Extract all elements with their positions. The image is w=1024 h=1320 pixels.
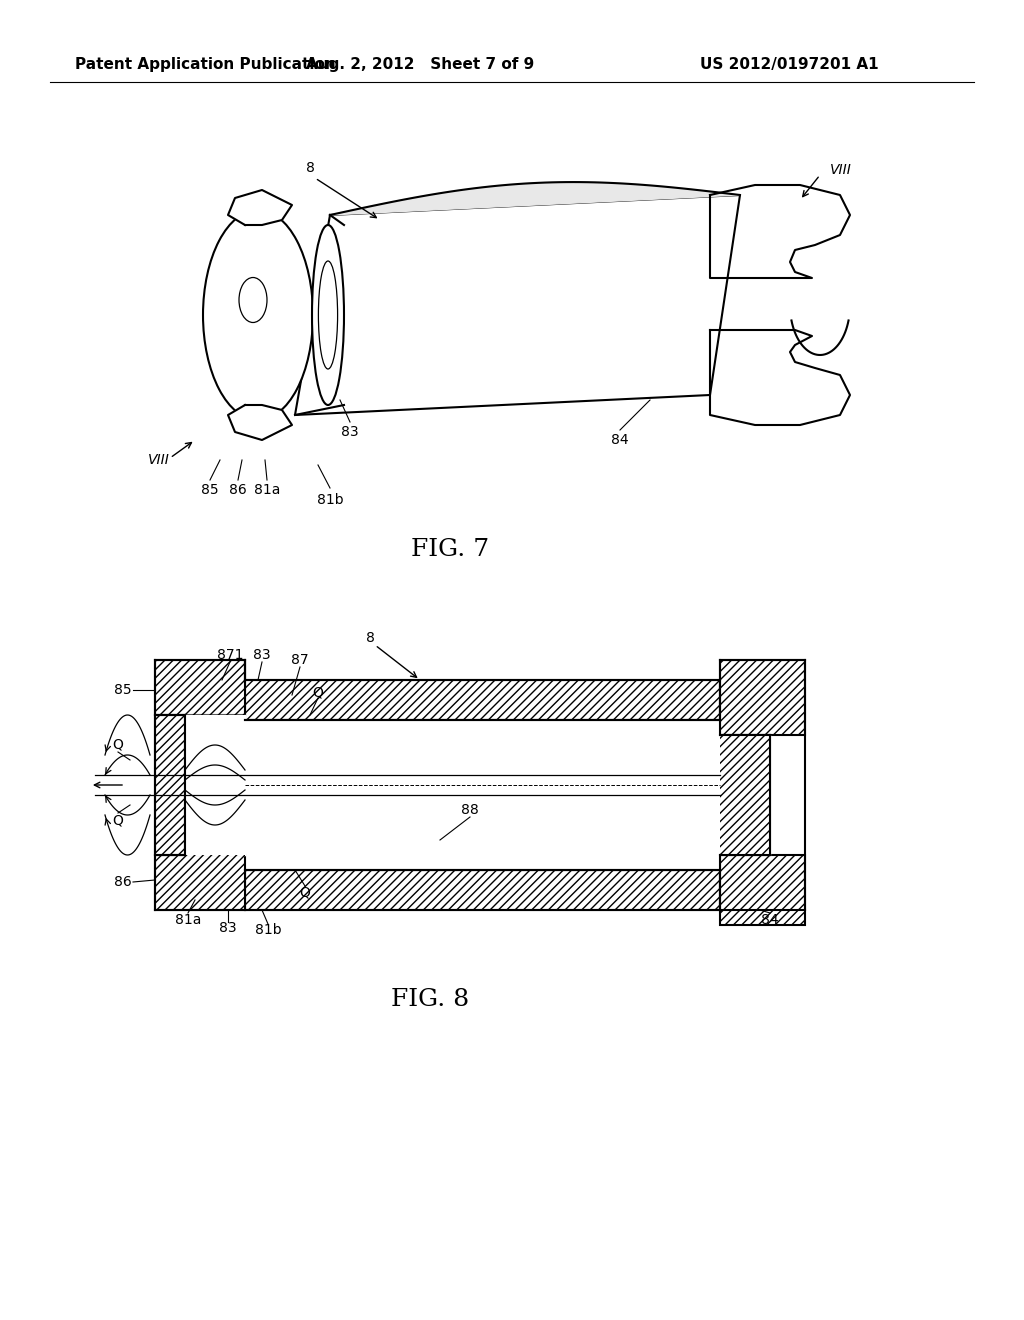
Text: Q: Q: [312, 685, 324, 700]
Text: Aug. 2, 2012   Sheet 7 of 9: Aug. 2, 2012 Sheet 7 of 9: [306, 58, 535, 73]
Text: 81a: 81a: [254, 483, 281, 498]
Text: 871: 871: [217, 648, 244, 663]
Text: 84: 84: [611, 433, 629, 447]
Text: 88: 88: [461, 803, 479, 817]
Text: 81a: 81a: [175, 913, 201, 927]
Text: 81b: 81b: [316, 492, 343, 507]
Text: US 2012/0197201 A1: US 2012/0197201 A1: [700, 58, 879, 73]
Polygon shape: [185, 715, 245, 855]
Ellipse shape: [239, 277, 267, 322]
Polygon shape: [295, 195, 740, 414]
Text: 87: 87: [291, 653, 309, 667]
Bar: [155, 660, 245, 715]
Polygon shape: [185, 715, 245, 855]
Bar: [155, 715, 185, 855]
Text: Patent Application Publication: Patent Application Publication: [75, 58, 336, 73]
Text: Q: Q: [300, 884, 310, 899]
Text: 84: 84: [761, 913, 779, 927]
Ellipse shape: [312, 224, 344, 405]
Bar: [720, 855, 805, 925]
Bar: [720, 660, 805, 735]
Text: 8: 8: [305, 161, 314, 176]
Bar: [245, 680, 720, 719]
Text: 83: 83: [219, 921, 237, 935]
Ellipse shape: [318, 261, 338, 370]
Bar: [245, 870, 720, 909]
Text: 85: 85: [115, 682, 132, 697]
Bar: [155, 855, 245, 909]
Bar: [720, 735, 770, 855]
Bar: [245, 870, 720, 909]
Polygon shape: [710, 330, 850, 425]
Bar: [720, 660, 805, 735]
Bar: [155, 855, 245, 909]
Polygon shape: [330, 182, 740, 215]
Text: 86: 86: [229, 483, 247, 498]
Ellipse shape: [203, 210, 313, 420]
Bar: [720, 855, 805, 925]
Text: 81b: 81b: [255, 923, 282, 937]
Text: Q: Q: [113, 738, 124, 752]
Text: 83: 83: [253, 648, 270, 663]
Polygon shape: [228, 405, 292, 440]
Text: FIG. 8: FIG. 8: [391, 989, 469, 1011]
Polygon shape: [720, 735, 770, 855]
Text: 8: 8: [366, 631, 375, 645]
Text: FIG. 7: FIG. 7: [411, 539, 489, 561]
Text: 85: 85: [201, 483, 219, 498]
Text: VIII: VIII: [148, 453, 170, 467]
Polygon shape: [245, 719, 720, 870]
Text: VIII: VIII: [830, 162, 852, 177]
Text: 83: 83: [341, 425, 358, 440]
Polygon shape: [228, 190, 292, 224]
Polygon shape: [710, 185, 850, 279]
Text: Q: Q: [113, 813, 124, 828]
Bar: [720, 735, 770, 855]
Text: 86: 86: [115, 875, 132, 888]
Bar: [155, 660, 245, 715]
Bar: [155, 715, 185, 855]
Bar: [245, 680, 720, 719]
